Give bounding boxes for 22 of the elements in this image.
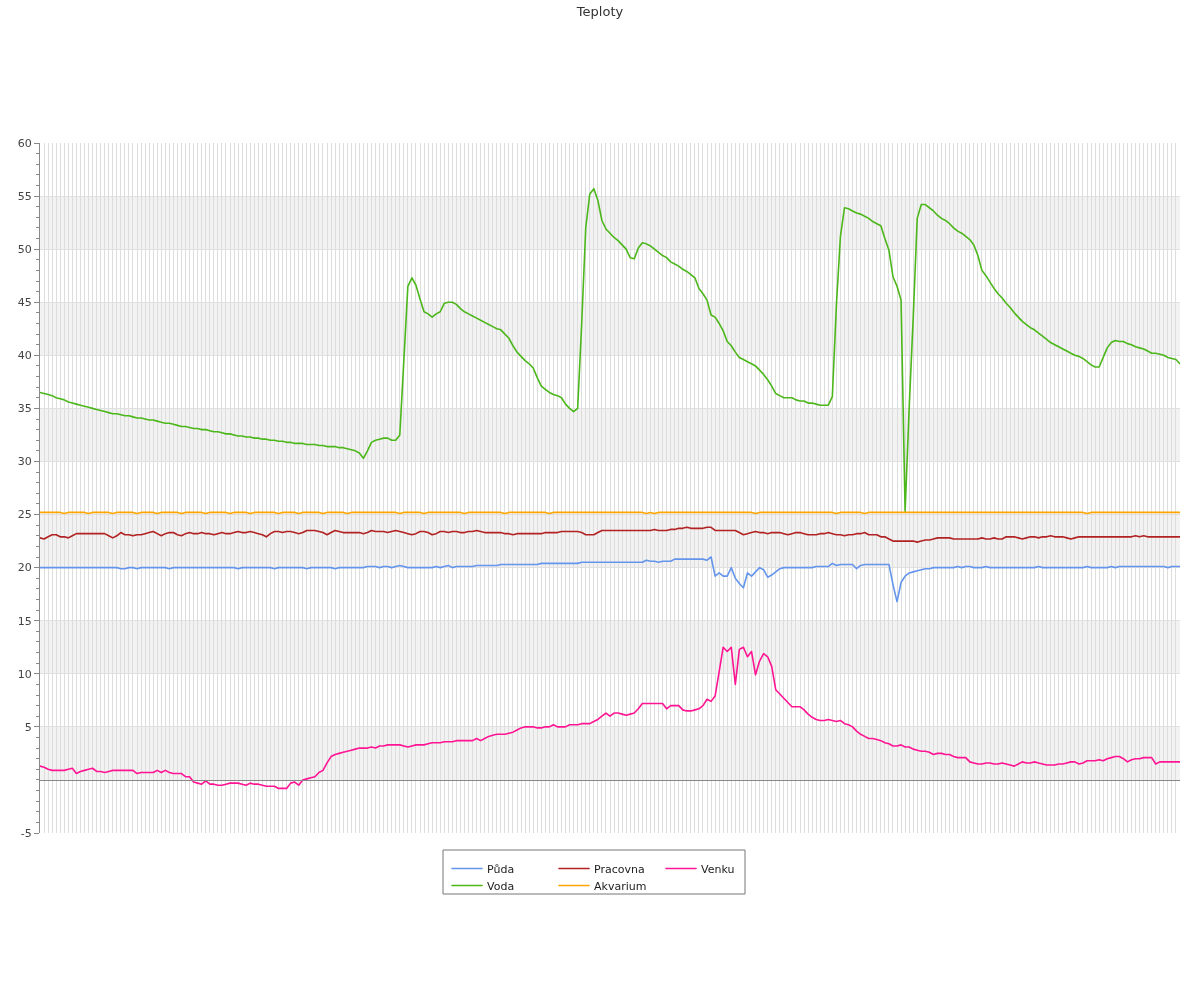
y-tick-label: 10: [17, 667, 32, 681]
line-series: [40, 187, 1180, 513]
y-tick-label: 60: [17, 136, 32, 150]
y-tick-label: 5: [24, 720, 32, 734]
legend-label: Voda: [487, 879, 515, 893]
y-tick-label: 15: [17, 614, 32, 628]
y-tick-label: -5: [20, 826, 32, 840]
line-series: [40, 526, 1180, 543]
y-tick-label: 30: [17, 455, 32, 469]
legend-label: Venku: [701, 862, 735, 876]
chart-title: Teploty: [575, 3, 624, 19]
y-tick-label: 40: [17, 349, 32, 363]
y-tick-label: 45: [17, 296, 32, 310]
legend-label: Půda: [487, 862, 515, 876]
y-tick-label: 25: [17, 508, 32, 522]
legend-label: Pracovna: [594, 862, 645, 876]
y-tick-label: 55: [17, 189, 32, 203]
y-tick-label: 50: [17, 243, 32, 256]
y-tick-label: 20: [17, 561, 32, 575]
legend-label: Akvarium: [594, 879, 647, 893]
line-series: [40, 556, 1180, 603]
y-tick-label: 35: [17, 402, 32, 416]
